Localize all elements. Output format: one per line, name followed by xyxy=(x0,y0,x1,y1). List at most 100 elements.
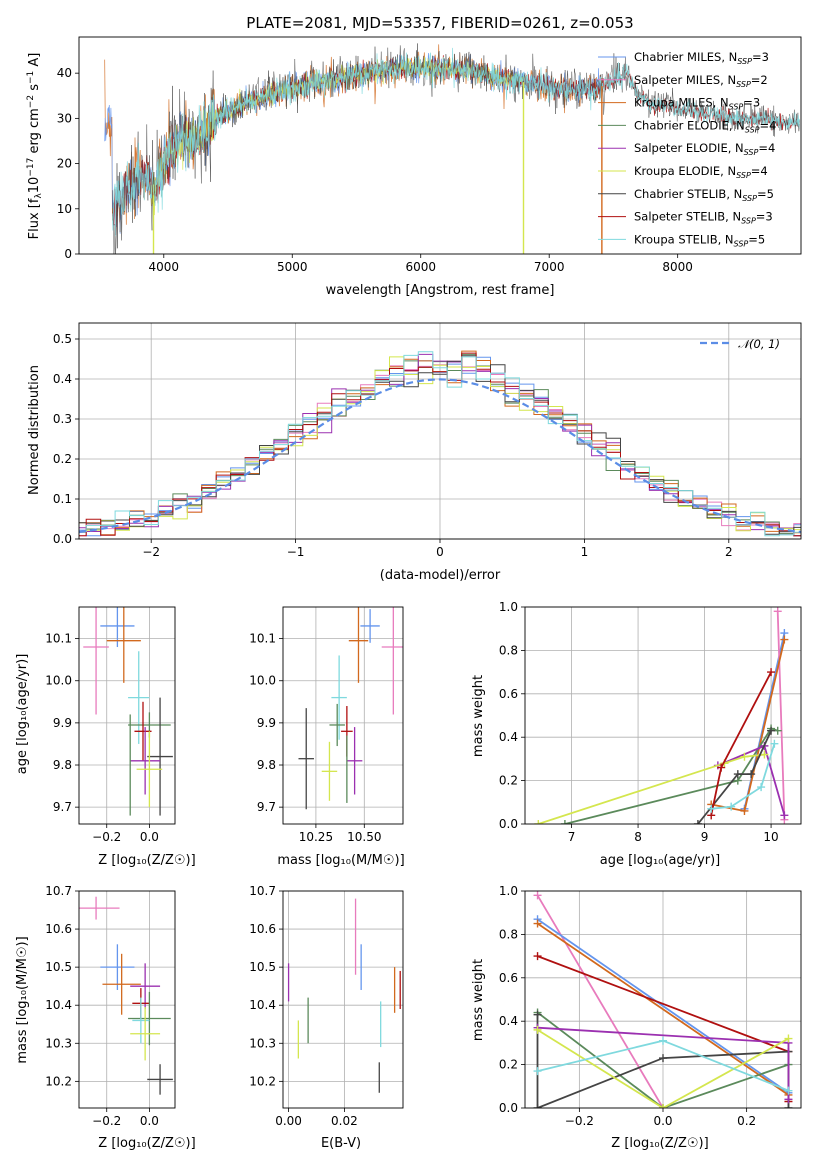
x-tick-label: 7 xyxy=(568,830,576,844)
plot-area xyxy=(533,891,793,1108)
spectrum-line xyxy=(112,47,800,236)
y-tick-label: 0.0 xyxy=(499,817,518,831)
x-tick-label: −1 xyxy=(287,545,305,559)
y-tick-label: 10.1 xyxy=(45,632,72,646)
y-tick-label: 0.4 xyxy=(53,372,72,386)
mass-weight-marker xyxy=(533,919,542,928)
x-tick-label: 0.0 xyxy=(140,830,159,844)
mass-weight-marker xyxy=(533,1104,542,1108)
mass-weight-marker xyxy=(533,952,542,961)
y-tick-label: 0.6 xyxy=(499,971,518,985)
legend-entry: Salpeter MILES, NSSP=2 xyxy=(634,73,768,89)
error-cross xyxy=(100,607,135,648)
mass-weight-line xyxy=(536,894,664,1108)
x-tick-label: 0.0 xyxy=(140,1114,159,1128)
normal-curve xyxy=(79,378,801,534)
mass-weight-marker xyxy=(784,1086,793,1095)
spectrum-legend: Chabrier MILES, NSSP=3 Salpeter MILES, NS… xyxy=(598,50,776,248)
age-z-xlabel: Z [log₁₀(Z/Z☉)] xyxy=(98,853,195,868)
mw-age-ylabel: mass weight xyxy=(471,675,486,757)
mass-weight-marker xyxy=(533,1010,542,1019)
mass-weight-marker xyxy=(727,802,736,811)
y-tick-label: 9.9 xyxy=(53,716,72,730)
axes-frame xyxy=(78,890,176,1109)
y-tick-label: 9.9 xyxy=(257,716,276,730)
y-tick-label: 0.1 xyxy=(53,492,72,506)
y-tick-label: 1.0 xyxy=(499,884,518,898)
y-tick-label: 10.7 xyxy=(45,884,72,898)
plot-area xyxy=(287,898,401,1093)
x-tick-label: 4000 xyxy=(149,260,180,274)
y-tick-label: 0.8 xyxy=(499,927,518,941)
residual-histogram xyxy=(79,353,801,537)
age-vs-mass-panel: 10.25 10.50 9.7 9.8 9.9 10.0 10.1 xyxy=(249,606,404,844)
y-tick-label: 0.0 xyxy=(499,1101,518,1115)
plot-area xyxy=(534,607,789,824)
mass-weight-marker xyxy=(560,820,569,824)
error-cross xyxy=(331,655,347,740)
mass-weight-marker xyxy=(767,668,776,677)
error-cross xyxy=(102,953,141,1015)
y-tick-label: 10.0 xyxy=(249,674,276,688)
x-tick-label: 10 xyxy=(763,830,778,844)
residual-histogram-panel: −2 −1 0 1 2 0.0 0.1 0.2 0.3 0.4 0.5 𝒩(0, 1) xyxy=(53,322,802,559)
axes-frame xyxy=(282,890,404,1109)
x-tick-label: 5000 xyxy=(277,260,308,274)
mass-weight-marker xyxy=(533,891,542,900)
x-tick-label: 0 xyxy=(436,545,444,559)
error-cross xyxy=(147,697,173,816)
x-tick-label: 6000 xyxy=(405,260,436,274)
mass-weight-marker xyxy=(784,1104,793,1108)
error-cross xyxy=(360,609,380,643)
error-cross xyxy=(79,896,120,920)
mass-vs-metallicity-panel: −0.2 0.0 10.2 10.3 10.4 10.5 10.6 10.7 xyxy=(45,884,176,1128)
y-tick-label: 40 xyxy=(57,66,72,80)
mass-weight-marker xyxy=(533,1067,542,1076)
y-tick-label: 0.8 xyxy=(499,643,518,657)
x-tick-label: 10.25 xyxy=(299,830,333,844)
mass-weight-marker xyxy=(534,820,543,824)
mass-weight-line xyxy=(776,611,786,820)
axes-frame xyxy=(78,36,802,255)
plot-area xyxy=(298,607,403,810)
y-tick-label: 0.2 xyxy=(499,774,518,788)
y-tick-label: 10.5 xyxy=(249,960,276,974)
mass-weight-marker xyxy=(773,607,782,616)
y-tick-label: 0.2 xyxy=(499,1058,518,1072)
plot-area xyxy=(79,896,173,1095)
x-tick-label: 0.00 xyxy=(275,1114,302,1128)
mass-weight-line xyxy=(564,727,778,824)
x-tick-label: −0.2 xyxy=(92,1114,121,1128)
axes-frame xyxy=(282,606,404,825)
residual-xlabel: (data-model)/error xyxy=(380,568,501,583)
error-cross xyxy=(147,1064,173,1095)
mass-weight-marker xyxy=(770,739,779,748)
error-cross xyxy=(83,607,109,715)
y-tick-label: 9.8 xyxy=(53,758,72,772)
mass-weight-line xyxy=(697,730,772,824)
mass-vs-extinction-panel: 0.00 0.02 10.2 10.3 10.4 10.5 10.6 10.7 xyxy=(249,884,404,1128)
y-tick-label: 10 xyxy=(57,202,72,216)
residual-ylabel: Normed distribution xyxy=(27,365,42,495)
mass-weight-vs-metallicity-panel: −0.2 0.0 0.2 0.0 0.2 0.4 0.6 0.8 1.0 xyxy=(499,884,802,1128)
mass-weight-marker xyxy=(767,726,776,735)
y-tick-label: 10.2 xyxy=(249,1074,276,1088)
y-tick-label: 10.3 xyxy=(249,1036,276,1050)
x-tick-label: 8000 xyxy=(662,260,693,274)
plot-area xyxy=(83,607,173,816)
x-tick-label: 8 xyxy=(634,830,642,844)
age-z-ylabel: age [log₁₀(age/yr)] xyxy=(15,654,30,775)
mass-weight-marker xyxy=(760,750,769,759)
figure-title: PLATE=2081, MJD=53357, FIBERID=0261, z=0… xyxy=(246,14,633,32)
legend-entry: Chabrier ELODIE, NSSP=4 xyxy=(634,118,776,134)
spectrum-panel: 4000 5000 6000 7000 8000 0 10 20 30 40 Chabrier MI… xyxy=(57,36,802,274)
y-tick-label: 10.4 xyxy=(249,998,276,1012)
normal-legend-label: 𝒩(0, 1) xyxy=(738,337,780,351)
legend-entry: Chabrier MILES, NSSP=3 xyxy=(634,50,769,66)
mass-weight-marker xyxy=(717,763,726,772)
mass-weight-line xyxy=(538,753,765,824)
spectrum-xlabel: wavelength [Angstrom, rest frame] xyxy=(326,283,555,298)
mass-weight-marker xyxy=(780,811,789,820)
x-tick-label: −0.2 xyxy=(565,1114,594,1128)
